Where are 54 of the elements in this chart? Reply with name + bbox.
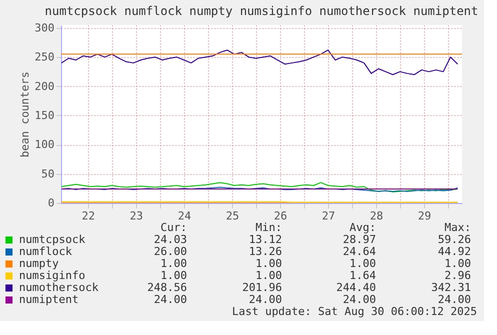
legend-label: numtcpsock: [19, 233, 86, 246]
x-tick-label: 28: [370, 210, 384, 222]
legend-label: numothersock: [19, 281, 99, 294]
y-tick-label: 150: [34, 108, 54, 122]
text: 201.96: [242, 281, 282, 294]
text: Cur:: [160, 221, 187, 234]
x-tick-label: 22: [82, 210, 96, 222]
text: Avg:: [350, 221, 376, 234]
legend-label: numsiginfo: [19, 269, 86, 282]
text: 26.00: [154, 245, 187, 258]
text: 24.00: [154, 293, 187, 306]
legend-label: numflock: [19, 245, 72, 258]
text: 28.97: [342, 233, 376, 246]
text: Min:: [256, 221, 282, 234]
x-tick-label: 25: [226, 210, 240, 222]
text: 13.12: [248, 233, 282, 246]
text: 44.92: [438, 245, 471, 258]
text: 24.00: [438, 293, 471, 306]
y-tick-label: 0: [48, 196, 54, 210]
text: 1.00: [256, 269, 282, 282]
text: 24.03: [154, 233, 187, 246]
legend-label: numiptent: [19, 293, 79, 306]
y-tick-label: 100: [34, 138, 54, 152]
x-tick-label: 26: [274, 210, 288, 222]
line-series: [60, 50, 458, 76]
text: 1.64: [350, 269, 376, 282]
text: 1.00: [350, 257, 376, 270]
text: Last update: Sat Aug 30 06:00:12 2025: [232, 305, 477, 318]
x-tick-label: 23: [130, 210, 144, 222]
text: 13.26: [248, 245, 282, 258]
text: 342.31: [431, 281, 471, 294]
text: 1.00: [256, 257, 282, 270]
x-tick-label: 24: [178, 210, 192, 222]
text: Max:: [444, 221, 471, 234]
x-tick-label: 27: [322, 210, 336, 222]
text: 244.40: [336, 281, 376, 294]
legend-label: numpty: [19, 257, 60, 270]
y-tick-label: 50: [41, 167, 54, 180]
y-axis-title: bean counters: [18, 71, 32, 158]
text: 2.96: [444, 269, 471, 282]
chart-title: numtcpsock numflock numpty numsiginfo numothersock numiptent: [44, 4, 478, 18]
text: 248.56: [147, 281, 187, 294]
text: 1.00: [160, 257, 187, 270]
text: 59.26: [438, 233, 471, 246]
y-tick-label: 250: [34, 50, 54, 64]
text: 24.00: [248, 293, 282, 306]
text: 24.00: [342, 293, 376, 306]
text: 1.00: [160, 269, 187, 282]
y-tick-label: 200: [34, 80, 54, 93]
x-tick-label: 29: [418, 210, 432, 222]
text: 1.00: [444, 257, 471, 270]
y-tick-label: 300: [34, 21, 54, 34]
text: 24.64: [342, 245, 376, 258]
line-series: [60, 182, 458, 192]
